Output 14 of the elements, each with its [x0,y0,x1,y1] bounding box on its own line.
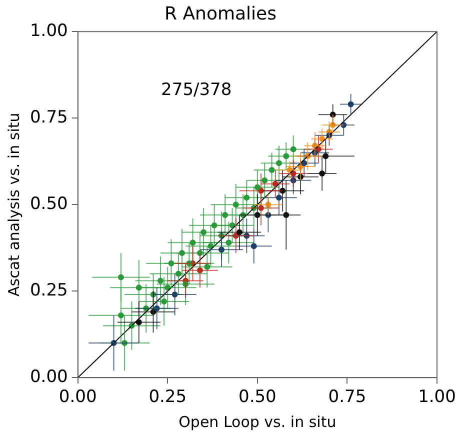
x-tick-label: 0.75 [328,387,366,408]
x-tick-label: 0.00 [58,387,97,408]
x-tick-label: 0.25 [148,387,187,408]
x-tick-label: 0.50 [238,387,276,408]
chart-title: R Anomalies [164,3,276,24]
y-axis-title: Ascat analysis vs. in situ [4,112,23,296]
y-tick-label: 0.25 [30,280,68,301]
x-tick-label: 1.00 [418,387,456,408]
x-axis-title: Open Loop vs. in situ [178,412,336,431]
y-tick-label: 0.00 [30,367,68,388]
y-tick-label: 1.00 [30,21,68,42]
y-tick-label: 0.75 [30,108,68,128]
y-tick-label: 0.50 [30,194,68,214]
annotation: 275/378 [161,80,232,100]
